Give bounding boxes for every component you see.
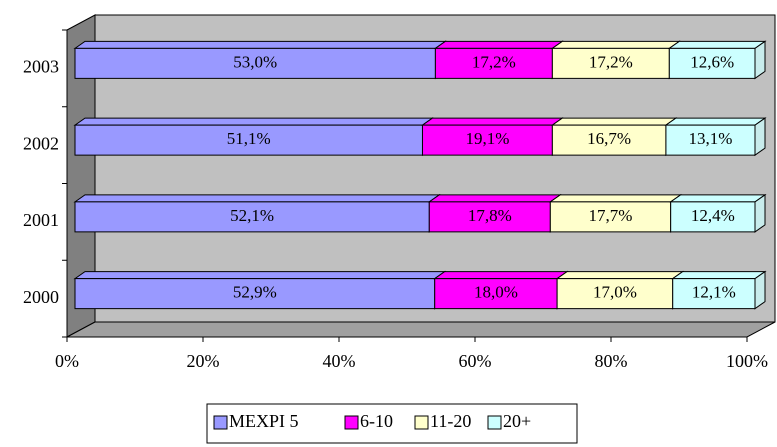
bar-top xyxy=(73,117,435,126)
legend-label: 11-20 xyxy=(430,411,471,431)
data-label: 12,4% xyxy=(691,206,735,225)
legend-label: MEXPI 5 xyxy=(229,411,299,431)
bar xyxy=(74,124,423,156)
y-tick-label: 2001 xyxy=(23,210,59,230)
bar xyxy=(670,201,756,233)
bar-side xyxy=(754,117,766,157)
legend xyxy=(206,403,578,444)
bar-top xyxy=(671,271,767,280)
bar xyxy=(421,124,553,156)
bar xyxy=(665,124,756,156)
bar-top xyxy=(550,117,678,126)
data-label: 17,2% xyxy=(589,52,633,71)
bar-top xyxy=(667,40,767,49)
bar-top xyxy=(73,194,441,203)
bar-top xyxy=(73,40,447,49)
floor xyxy=(66,321,776,338)
data-label: 18,0% xyxy=(474,283,518,302)
x-tick-label: 80% xyxy=(595,351,628,371)
legend-label: 6-10 xyxy=(360,411,393,431)
bar xyxy=(434,278,558,310)
bar-top xyxy=(548,194,683,203)
bar xyxy=(74,201,430,233)
data-label: 17,8% xyxy=(468,206,512,225)
data-label: 52,1% xyxy=(230,206,274,225)
bar xyxy=(668,47,756,79)
bar-top xyxy=(550,40,681,49)
x-tick-label: 100% xyxy=(726,351,768,371)
x-tick-label: 40% xyxy=(323,351,356,371)
bar-side xyxy=(754,270,766,310)
data-label: 16,7% xyxy=(587,129,631,148)
legend-label: 20+ xyxy=(503,411,531,431)
y-tick-label: 2000 xyxy=(23,287,59,307)
bar xyxy=(551,47,670,79)
data-label: 12,6% xyxy=(690,52,734,71)
bar-top xyxy=(555,271,685,280)
legend-swatch xyxy=(344,415,359,430)
data-label: 12,1% xyxy=(692,283,736,302)
data-label: 53,0% xyxy=(233,52,277,71)
bar-top xyxy=(433,271,569,280)
legend-swatch xyxy=(213,415,228,430)
bar xyxy=(672,278,756,310)
bar-top xyxy=(420,117,564,126)
legend-swatch xyxy=(487,415,502,430)
data-label: 52,9% xyxy=(233,283,277,302)
y-tick-label: 2002 xyxy=(23,133,59,153)
bar-side xyxy=(754,193,766,233)
bar xyxy=(556,278,674,310)
data-label: 51,1% xyxy=(227,129,271,148)
bar-side xyxy=(754,40,766,80)
bar-top xyxy=(664,117,767,126)
legend-swatch xyxy=(414,415,429,430)
x-tick-label: 0% xyxy=(55,351,79,371)
data-label: 13,1% xyxy=(688,129,732,148)
data-label: 19,1% xyxy=(465,129,509,148)
x-tick-label: 20% xyxy=(187,351,220,371)
bar-top xyxy=(433,40,564,49)
y-tick-label: 2003 xyxy=(23,57,59,77)
data-label: 17,0% xyxy=(593,283,637,302)
bar xyxy=(428,201,551,233)
data-label: 17,7% xyxy=(589,206,633,225)
bar-top xyxy=(427,194,562,203)
bar xyxy=(74,47,436,79)
bar-top xyxy=(669,194,767,203)
bar-top xyxy=(73,271,447,280)
x-tick-label: 60% xyxy=(459,351,492,371)
data-label: 17,2% xyxy=(472,52,516,71)
